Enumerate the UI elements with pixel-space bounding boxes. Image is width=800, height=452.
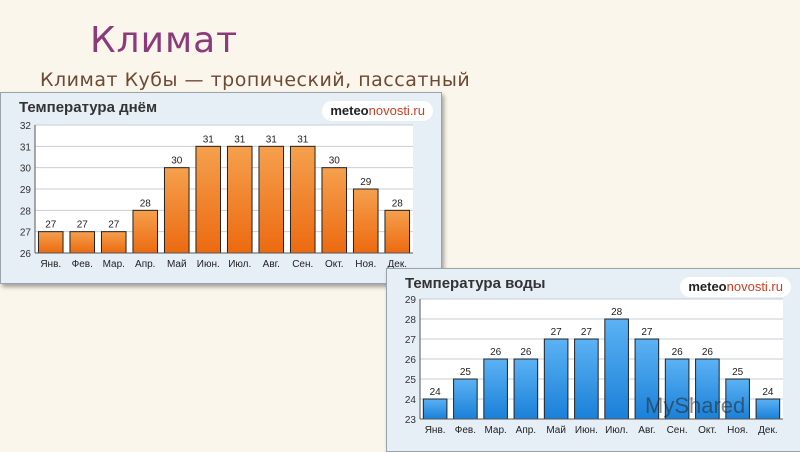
y-tick-label: 30 (20, 164, 32, 175)
y-tick-label: 29 (20, 185, 32, 196)
y-tick-label: 27 (405, 335, 417, 346)
x-tick-label: Янв. (40, 259, 61, 270)
bar (604, 318, 629, 420)
x-tick-label: Июн. (575, 425, 598, 436)
bar (37, 231, 64, 254)
y-tick-label: 31 (20, 142, 32, 153)
bar (483, 358, 508, 420)
chart-title: Температура воды (405, 275, 546, 292)
x-tick-label: Янв. (425, 425, 446, 436)
x-tick-label: Фев. (455, 425, 476, 436)
bar (513, 358, 539, 420)
bar (321, 167, 348, 254)
data-label: 30 (329, 156, 341, 167)
bar (163, 167, 190, 254)
data-label: 27 (581, 327, 593, 338)
bar (574, 338, 599, 420)
data-label: 31 (203, 134, 215, 145)
x-tick-label: Апр. (135, 259, 155, 270)
y-tick-label: 32 (20, 121, 32, 132)
data-label: 27 (77, 220, 89, 231)
data-label: 28 (140, 198, 152, 209)
x-tick-label: Дек. (758, 425, 778, 436)
y-tick-label: 26 (405, 355, 417, 366)
data-label: 26 (520, 347, 532, 358)
y-tick-label: 25 (405, 375, 417, 386)
x-tick-label: Окт. (698, 425, 717, 436)
x-tick-label: Ноя. (355, 259, 376, 270)
water-temperature-chart: Температура воды meteonovosti.ru 23 24 25 2… (386, 268, 800, 452)
data-label: 26 (490, 347, 502, 358)
data-label: 27 (45, 220, 57, 231)
x-tick-label: Май (167, 259, 187, 270)
data-label: 28 (392, 198, 404, 209)
y-tick-label: 26 (20, 249, 32, 260)
day-temperature-chart: Температура днём meteonovosti.ru 26 27 28 2… (0, 92, 442, 284)
x-tick-label: Дек. (388, 259, 408, 270)
data-label: 30 (171, 156, 183, 167)
x-tick-label: Сен. (667, 425, 688, 436)
bar (453, 378, 478, 420)
y-tick-label: 28 (20, 206, 32, 217)
meteonovosti-logo: meteonovosti.ru (680, 277, 791, 297)
bar (755, 398, 781, 420)
bar (195, 145, 222, 254)
data-label: 27 (108, 220, 120, 231)
y-tick-label: 23 (405, 415, 417, 426)
bar (100, 231, 127, 254)
bar (132, 209, 159, 254)
bar (258, 145, 285, 254)
bar (384, 209, 411, 254)
x-tick-label: Авг. (263, 259, 280, 270)
data-label: 26 (702, 347, 714, 358)
x-tick-label: Июл. (228, 259, 251, 270)
data-label: 27 (551, 327, 563, 338)
chart-title: Температура днём (19, 99, 158, 116)
x-tick-label: Апр. (516, 425, 536, 436)
bar (289, 145, 316, 254)
data-label: 26 (672, 347, 684, 358)
day-temperature-plot: 26 27 28 29 30 31 32 27 Янв. 27 Фев. 27 Мар. 28 Апр. 30… (20, 121, 413, 270)
water-temperature-plot: 23 24 25 26 27 28 29 24 Янв. 25 Фев. 26 Мар. 26 Апр. 27… (405, 295, 783, 436)
data-label: 27 (641, 327, 653, 338)
data-label: 29 (360, 177, 372, 188)
data-label: 25 (460, 367, 472, 378)
x-tick-label: Мар. (484, 425, 506, 436)
x-tick-label: Май (546, 425, 566, 436)
data-label: 28 (611, 307, 623, 318)
x-tick-label: Фев. (72, 259, 93, 270)
bar (422, 398, 448, 420)
bar (543, 338, 569, 420)
x-tick-label: Мар. (103, 259, 125, 270)
data-label: 31 (266, 134, 278, 145)
data-label: 25 (732, 367, 744, 378)
slide-title: Климат (90, 20, 239, 61)
y-tick-label: 27 (20, 228, 32, 239)
x-tick-label: Сен. (292, 259, 313, 270)
watermark: MyShared (645, 393, 745, 418)
meteonovosti-logo: meteonovosti.ru (322, 101, 433, 121)
data-label: 24 (762, 387, 774, 398)
data-label: 31 (297, 134, 309, 145)
bar (226, 145, 253, 254)
x-tick-label: Окт. (325, 259, 344, 270)
slide-subtitle: Климат Кубы — тропический, пассатный (40, 69, 471, 91)
bar (352, 188, 379, 254)
y-tick-label: 24 (405, 395, 417, 406)
bar (69, 231, 96, 254)
x-tick-label: Июл. (605, 425, 628, 436)
data-label: 31 (234, 134, 246, 145)
x-tick-label: Ноя. (727, 425, 748, 436)
y-tick-label: 28 (405, 315, 417, 326)
data-label: 24 (430, 387, 442, 398)
y-tick-label: 29 (405, 295, 417, 306)
x-tick-label: Июн. (197, 259, 220, 270)
x-tick-label: Авг. (638, 425, 655, 436)
